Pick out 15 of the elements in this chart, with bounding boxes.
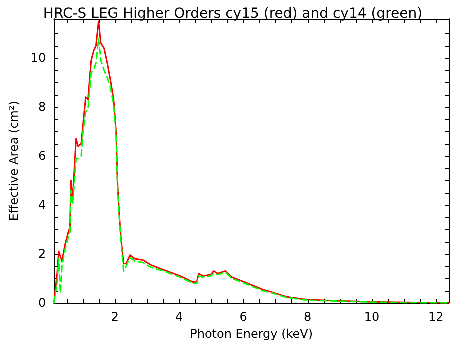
x-tick-label: 12 (428, 310, 444, 324)
y-tick-label: 8 (38, 100, 46, 114)
x-tick-label: 2 (111, 310, 119, 324)
y-axis-title: Effective Area (cm²) (7, 101, 21, 222)
x-tick-label: 4 (176, 310, 184, 324)
y-tick-label: 6 (38, 149, 46, 164)
y-tick-label: 4 (38, 198, 46, 212)
x-axis-title: Photon Energy (keV) (190, 327, 314, 341)
y-tick-label: 0 (38, 296, 46, 310)
y-tick-label: 10 (30, 51, 46, 66)
x-tick-label: 8 (304, 310, 312, 324)
x-tick-label: 6 (240, 310, 248, 324)
y-tick-label: 2 (38, 247, 46, 262)
x-tick-label: 10 (364, 310, 380, 324)
chart-title: HRC-S LEG Higher Orders cy15 (red) and cy14 (green) (43, 6, 423, 22)
